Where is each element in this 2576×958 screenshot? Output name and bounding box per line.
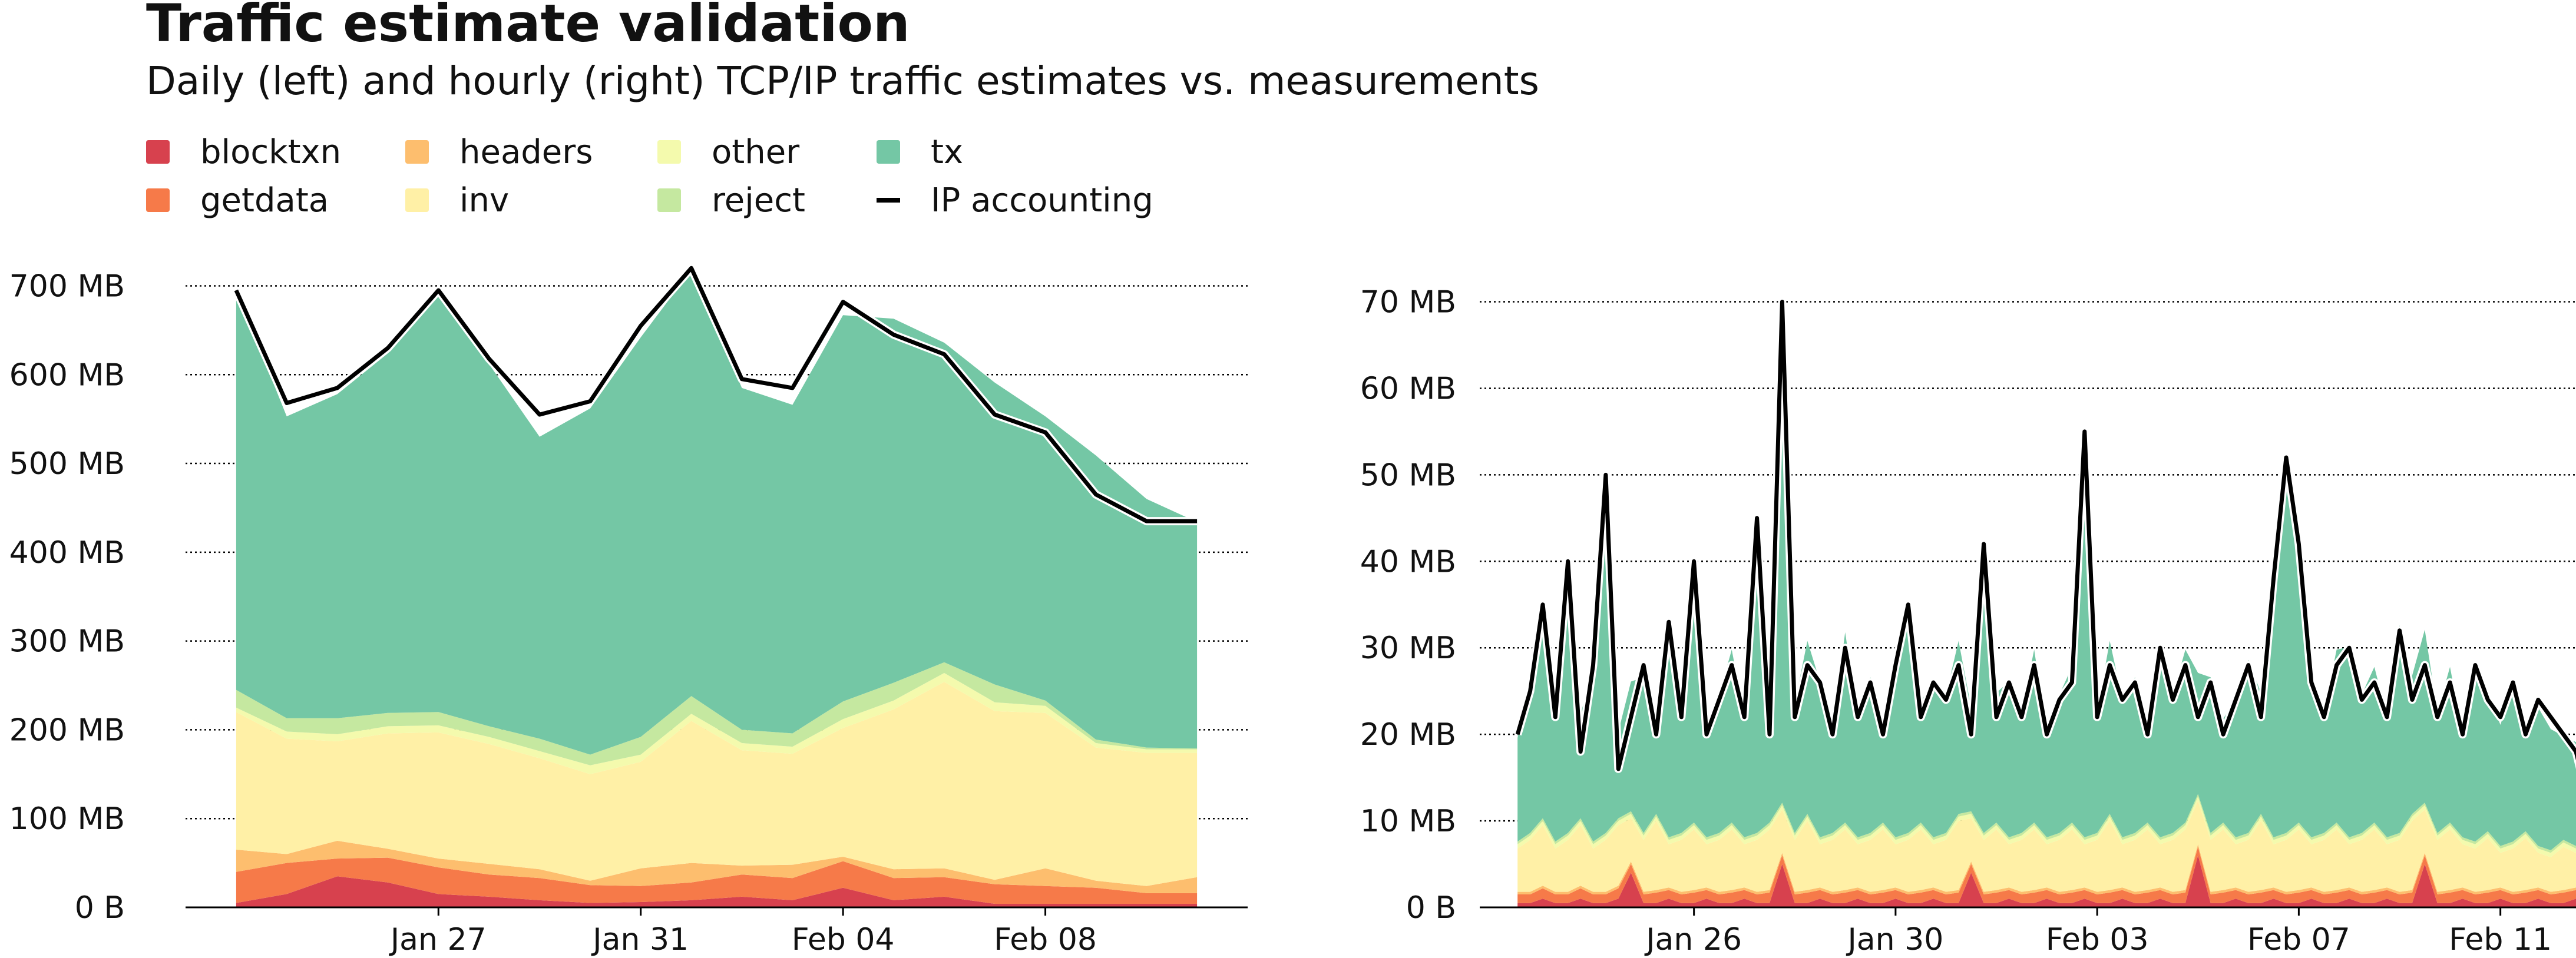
y-tick-label: 20 MB	[1360, 717, 1456, 753]
chart-panel-hourly: 0 B 10 MB 20 MB 30 MB 40 MB 50 MB 60 MB 70 MB Ja…	[1360, 285, 2576, 957]
area-inv	[1517, 801, 2576, 892]
x-tick-label: Feb 07	[2247, 922, 2350, 957]
x-tick-label: Feb 11	[2449, 922, 2552, 957]
legend-item-blocktxn: blocktxn	[146, 128, 341, 175]
y-tick-label: 0 B	[75, 890, 125, 926]
legend-swatch	[877, 140, 900, 164]
legend-label: other	[712, 132, 800, 171]
legend-item-ip-accounting: IP accounting	[877, 177, 1153, 224]
area-blocktxn	[236, 876, 1198, 907]
legend-label: inv	[459, 181, 510, 220]
area-tx	[236, 270, 1198, 755]
x-tick-label: Feb 04	[792, 922, 895, 957]
y-tick-label: 70 MB	[1360, 285, 1456, 320]
legend-swatch	[657, 188, 681, 212]
legend-item-getdata: getdata	[146, 177, 329, 224]
x-tick-label: Feb 03	[2046, 922, 2149, 957]
legend-swatch	[405, 188, 429, 212]
y-tick-label: 100 MB	[9, 801, 125, 837]
legend-label: headers	[459, 132, 593, 171]
area-other	[1517, 796, 2576, 857]
x-tick-label: Jan 31	[591, 922, 689, 957]
y-tick-label: 50 MB	[1360, 458, 1456, 493]
legend-label: tx	[931, 132, 964, 171]
y-tick-label: 400 MB	[9, 535, 125, 571]
y-tick-label: 500 MB	[9, 446, 125, 482]
y-tick-label: 200 MB	[9, 712, 125, 748]
y-tick-label: 700 MB	[9, 268, 125, 304]
legend-item-headers: headers	[405, 128, 593, 175]
y-tick-label: 0 B	[1406, 890, 1456, 926]
legend-swatch	[405, 140, 429, 164]
legend-swatch	[657, 140, 681, 164]
y-tick-label: 30 MB	[1360, 631, 1456, 666]
legend-item-other: other	[657, 128, 799, 175]
legend-label: getdata	[200, 181, 329, 220]
ip-accounting-line	[1515, 300, 2576, 771]
y-tick-label: 600 MB	[9, 357, 125, 393]
legend-swatch	[146, 140, 170, 164]
y-tick-label: 40 MB	[1360, 544, 1456, 579]
y-tick-label: 60 MB	[1360, 371, 1456, 406]
area-headers	[236, 840, 1198, 893]
y-tick-label: 10 MB	[1360, 804, 1456, 839]
area-tx	[1517, 327, 2576, 850]
area-getdata	[236, 857, 1198, 904]
chart-title: Traffic estimate validation	[146, 0, 910, 54]
chart-panel-daily: 0 B 100 MB 200 MB 300 MB 400 MB 500 MB 600 MB 7…	[9, 264, 1248, 957]
legend-item-tx: tx	[877, 128, 963, 175]
area-getdata	[1517, 847, 2576, 903]
legend-label: IP accounting	[931, 181, 1153, 220]
area-blocktxn	[1517, 855, 2576, 907]
legend: blocktxn headers other tx getdata inv reject IP…	[146, 128, 1206, 228]
x-tick-label: Feb 08	[994, 922, 1097, 957]
ip-accounting-line	[234, 266, 1198, 523]
area-reject	[236, 662, 1198, 765]
area-reject	[1517, 794, 2576, 853]
y-tick-label: 300 MB	[9, 624, 125, 659]
legend-swatch	[146, 188, 170, 212]
legend-item-inv: inv	[405, 177, 509, 224]
area-inv	[236, 682, 1198, 886]
legend-swatch	[877, 198, 900, 203]
legend-label: reject	[712, 181, 806, 220]
legend-item-reject: reject	[657, 177, 805, 224]
legend-label: blocktxn	[200, 132, 342, 171]
chart-subtitle: Daily (left) and hourly (right) TCP/IP t…	[146, 58, 1539, 104]
x-tick-label: Jan 30	[1846, 922, 1943, 957]
x-tick-label: Jan 26	[1644, 922, 1742, 957]
x-tick-label: Jan 27	[389, 922, 487, 957]
